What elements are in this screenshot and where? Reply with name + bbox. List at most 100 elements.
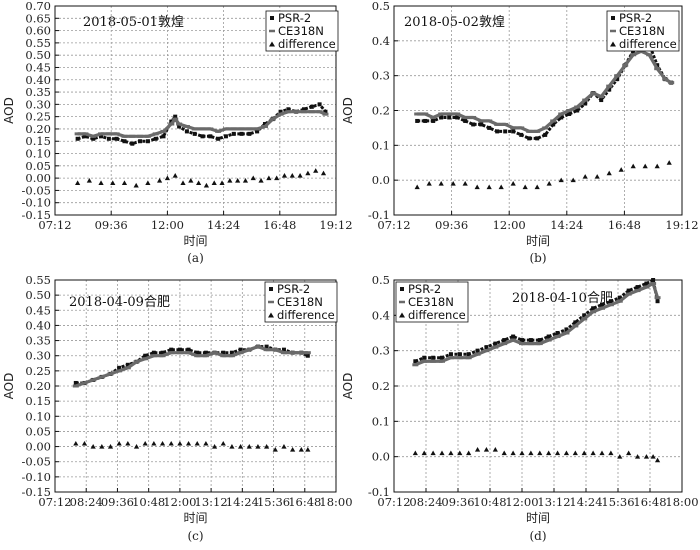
data-point [522, 184, 528, 190]
y-tick-label: 0.1 [372, 414, 390, 428]
y-tick-label: 0.20 [25, 122, 51, 136]
data-point [474, 184, 480, 190]
x-tick-label: 14:24 [207, 218, 240, 232]
data-point [537, 450, 543, 456]
data-point [255, 443, 261, 449]
legend-label: CE318N [277, 295, 323, 309]
data-point [290, 447, 296, 452]
data-point [145, 180, 151, 186]
data-point [559, 115, 564, 120]
data-point [564, 327, 569, 332]
y-tick-label: 0.40 [25, 318, 51, 332]
data-point [474, 447, 481, 452]
data-point [608, 299, 613, 304]
plot-frame [54, 5, 337, 216]
y-tick-label: 0.45 [25, 60, 51, 74]
data-point [177, 440, 183, 446]
series-triangle [73, 440, 311, 452]
data-point [297, 173, 303, 178]
data-point [186, 347, 191, 352]
data-point [617, 454, 623, 459]
data-point [75, 180, 81, 186]
data-point [196, 180, 202, 186]
data-point [634, 454, 641, 459]
legend-marker [268, 312, 274, 318]
data-point [439, 450, 445, 456]
x-tick-label: 07:12 [377, 495, 410, 509]
data-point [110, 180, 116, 186]
data-point [463, 118, 468, 123]
y-tick-label: 0.55 [25, 36, 51, 50]
panel-caption: (d) [529, 529, 546, 543]
y-tick-label: 0.4 [372, 34, 390, 48]
data-point [73, 380, 78, 385]
data-point [414, 184, 420, 190]
data-point [203, 182, 210, 188]
data-point [180, 180, 186, 186]
data-point [534, 184, 540, 190]
data-point [618, 167, 624, 172]
data-point [83, 134, 88, 139]
data-point [116, 440, 122, 446]
data-point [99, 134, 104, 139]
data-point [200, 134, 205, 139]
data-point [160, 350, 165, 355]
panel-caption: (c) [187, 529, 203, 543]
data-point [145, 139, 150, 144]
panel-3: 07:1208:2409:3610:4812:0013:1214:2415:36… [341, 273, 699, 543]
legend-label: PSR-2 [278, 11, 311, 25]
legend-box [606, 10, 680, 52]
x-tick-label: 16:48 [288, 495, 321, 509]
data-point [208, 134, 213, 139]
panel-caption: (a) [187, 251, 204, 265]
data-point [242, 177, 249, 183]
data-point [262, 122, 267, 127]
y-tick-label: 0.35 [25, 334, 51, 348]
data-point [211, 180, 217, 186]
x-tick-label: 19:12 [665, 218, 698, 232]
data-point [439, 115, 444, 120]
series-triangle [414, 160, 672, 190]
y-tick-label: 0.3 [372, 344, 390, 358]
y-tick-label: 0.10 [25, 147, 51, 161]
x-tick-label: 15:36 [601, 495, 634, 509]
data-point [570, 177, 576, 183]
data-point [440, 355, 444, 360]
data-point [447, 115, 452, 120]
y-tick-label: 0.0 [372, 450, 390, 464]
data-point [281, 173, 288, 178]
data-point [237, 443, 244, 449]
data-point [415, 118, 420, 123]
data-point [151, 350, 156, 355]
data-point [430, 450, 436, 456]
panel-title: 2018-05-01敦煌 [83, 14, 184, 30]
x-axis-label: 时间 [526, 234, 550, 248]
data-point [590, 450, 596, 456]
x-tick-label: 13:12 [537, 495, 570, 509]
data-point [651, 278, 656, 282]
y-tick-label: 0.2 [372, 379, 390, 393]
data-point [219, 180, 225, 186]
data-point [608, 450, 614, 456]
data-point [655, 299, 660, 304]
data-point [75, 136, 80, 141]
x-tick-label: 08:24 [70, 495, 103, 509]
x-tick-label: 10:48 [132, 495, 165, 509]
data-point [572, 450, 578, 456]
legend-marker [400, 287, 404, 291]
x-tick-label: 16:48 [263, 218, 296, 232]
data-point [448, 450, 454, 456]
data-point [581, 450, 587, 456]
series-line [414, 278, 660, 363]
data-point [527, 136, 532, 141]
y-axis-label: AOD [341, 373, 355, 400]
x-tick-label: 09:36 [435, 218, 468, 232]
data-point [582, 313, 587, 318]
data-point [666, 160, 672, 165]
legend-box [264, 281, 338, 323]
series-line [75, 345, 309, 385]
data-point [528, 338, 533, 343]
x-tick-label: 14:24 [569, 495, 602, 509]
